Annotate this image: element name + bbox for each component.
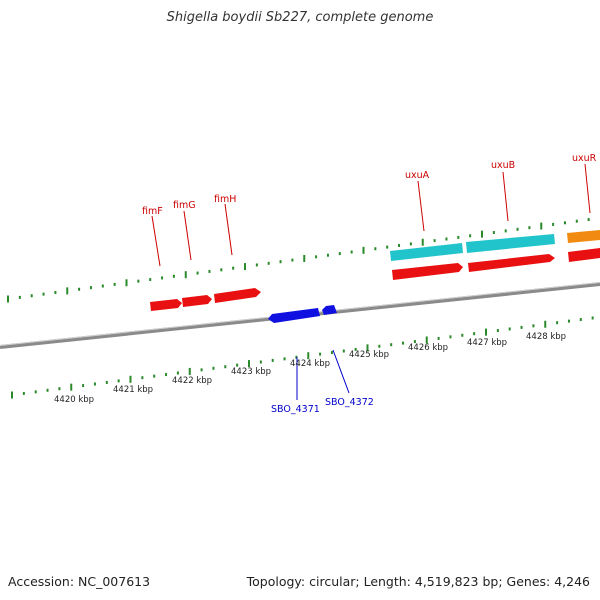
cds-uxuR[interactable] — [568, 248, 600, 262]
scale-label: 4424 kbp — [290, 359, 330, 369]
label-SBO_4371[interactable]: SBO_4371 — [271, 404, 320, 415]
label-uxuR[interactable]: uxuR — [572, 153, 597, 164]
scale-label: 4423 kbp — [231, 367, 271, 377]
label-uxuA[interactable]: uxuA — [405, 170, 430, 181]
label-fimH[interactable]: fimH — [214, 194, 236, 205]
forward-gene-labels: fimF fimG fimH uxuA uxuB uxuR — [142, 153, 597, 267]
cds-uxuA[interactable] — [392, 263, 463, 280]
map-title: Shigella boydii Sb227, complete genome — [166, 10, 434, 25]
label-uxuB[interactable]: uxuB — [491, 160, 515, 171]
scale-label: 4421 kbp — [113, 385, 153, 395]
label-fimF[interactable]: fimF — [142, 206, 163, 217]
scale-label: 4427 kbp — [467, 338, 507, 348]
feature-cyan-2[interactable] — [466, 234, 555, 253]
cds-fimG[interactable] — [182, 295, 212, 307]
reverse-gene-labels: SBO_4371 SBO_4372 — [271, 349, 374, 415]
reverse-cds-group — [268, 305, 337, 323]
cds-SBO_4372[interactable] — [322, 305, 337, 315]
cds-SBO_4371[interactable] — [268, 308, 320, 323]
scale-labels: 4420 kbp 4421 kbp 4422 kbp 4423 kbp 4424… — [54, 332, 566, 405]
inner-tick-track — [11, 316, 594, 399]
forward-cds-group — [150, 248, 600, 311]
cds-fimH[interactable] — [214, 288, 261, 303]
scale-label: 4422 kbp — [172, 376, 212, 386]
label-fimG[interactable]: fimG — [173, 200, 196, 211]
scale-label: 4420 kbp — [54, 395, 94, 405]
scale-label: 4425 kbp — [349, 350, 389, 360]
feature-orange-1[interactable] — [567, 230, 600, 243]
topology-label: Topology: circular; Length: 4,519,823 bp… — [246, 574, 590, 589]
feature-cyan-1[interactable] — [390, 243, 463, 261]
outer-tick-track — [7, 218, 590, 303]
label-SBO_4372[interactable]: SBO_4372 — [325, 397, 374, 408]
cds-uxuB[interactable] — [468, 254, 555, 272]
scale-label: 4428 kbp — [526, 332, 566, 342]
cds-fimF[interactable] — [150, 299, 182, 311]
feature-group — [390, 230, 600, 261]
accession-label: Accession: NC_007613 — [8, 574, 151, 589]
scale-label: 4426 kbp — [408, 343, 448, 353]
